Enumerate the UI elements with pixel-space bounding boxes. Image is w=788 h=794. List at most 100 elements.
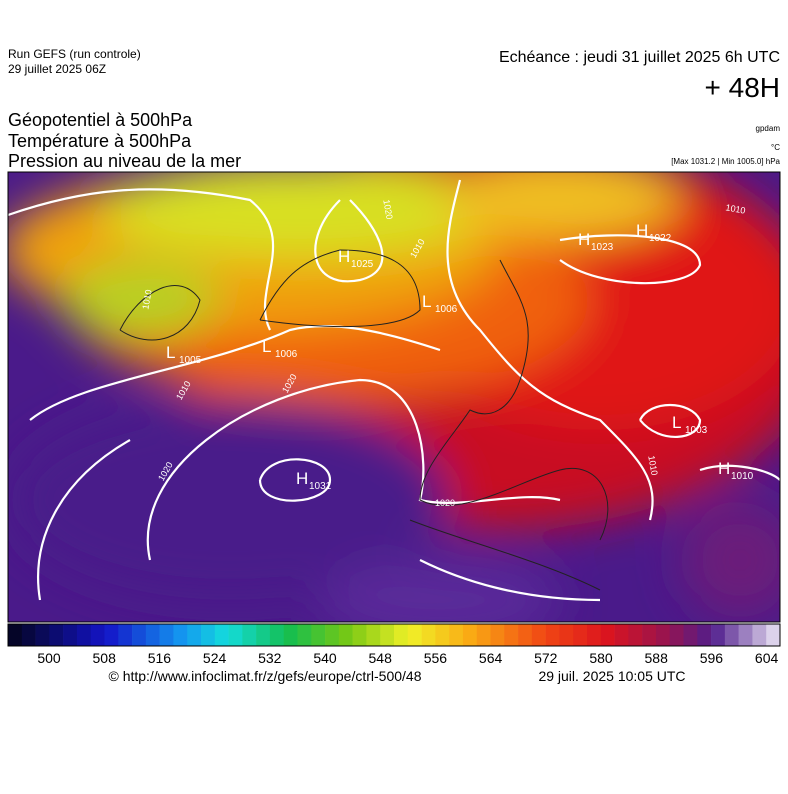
center-value: 1010: [731, 471, 754, 482]
colorbar-label: 556: [424, 650, 448, 666]
center-letter: L: [672, 413, 681, 432]
colorbar-swatch: [380, 624, 395, 646]
colorbar-swatch: [449, 624, 464, 646]
colorbar-swatch: [118, 624, 133, 646]
colorbar-swatch: [21, 624, 36, 646]
colorbar-label: 540: [313, 650, 337, 666]
colorbar-swatch: [269, 624, 285, 646]
run-date: 29 juillet 2025 06Z: [8, 62, 106, 76]
colorbar-swatch: [683, 624, 698, 646]
isobar-label: 1010: [646, 455, 659, 476]
colorbar-swatch: [655, 624, 671, 646]
colorbar-label: 572: [534, 650, 558, 666]
colorbar-swatch: [338, 624, 353, 646]
center-value: 1022: [649, 233, 672, 244]
colorbar-swatch: [752, 624, 767, 646]
colorbar-label: 524: [203, 650, 227, 666]
colorbar-swatch: [8, 624, 23, 646]
colorbar-frame: [7, 623, 781, 647]
colorbar-swatch: [573, 624, 588, 646]
colorbar-swatch: [600, 624, 615, 646]
center-letter: H: [578, 230, 590, 249]
map-frame: [7, 171, 781, 623]
colorbar-label: 596: [700, 650, 724, 666]
colorbar-label: 580: [589, 650, 613, 666]
colorbar-swatch: [63, 624, 78, 646]
colorbar-swatch: [256, 624, 271, 646]
colorbar-label: 548: [369, 650, 393, 666]
colorbar-swatch: [531, 624, 546, 646]
colorbar-swatch: [545, 624, 560, 646]
colorbar-swatch: [297, 624, 312, 646]
center-value: 1025: [351, 259, 374, 270]
unit: °C: [771, 143, 780, 152]
coastlines: [119, 249, 609, 591]
unit: gpdam: [756, 124, 781, 133]
temperature-field: [8, 172, 780, 622]
colorbar-swatch: [669, 624, 684, 646]
map: [8, 172, 780, 622]
legend-line: Température à 500hPa: [8, 131, 192, 151]
colorbar-label: 500: [37, 650, 61, 666]
center-letter: H: [718, 459, 730, 478]
colorbar-swatch: [476, 624, 491, 646]
colorbar-swatch: [201, 624, 216, 646]
colorbar-swatch: [352, 624, 367, 646]
center-value: 1023: [591, 242, 614, 253]
colorbar-label: 564: [479, 650, 503, 666]
isobar-label: 1010: [140, 289, 153, 310]
colorbar-swatch: [145, 624, 160, 646]
colorbar-swatch: [518, 624, 533, 646]
isobars: [8, 179, 780, 602]
colorbar-swatch: [394, 624, 409, 646]
colorbar-label: 604: [755, 650, 779, 666]
colorbar-swatch: [325, 624, 340, 646]
lead-time: + 48H: [705, 72, 781, 103]
source: © http://www.infoclimat.fr/z/gefs/europe…: [108, 668, 421, 684]
colorbar-swatch: [504, 624, 519, 646]
colorbar-swatch: [187, 624, 202, 646]
isobar-label: 1010: [725, 202, 746, 215]
colorbar-swatch: [614, 624, 629, 646]
colorbar-swatch: [642, 624, 657, 646]
colorbar-swatch: [76, 624, 92, 646]
colorbar-label: 588: [645, 650, 669, 666]
center-letter: L: [166, 343, 175, 362]
colorbar: 500 508 516 524 532 540 548 556 564 572 580 588 596 6…: [7, 623, 781, 666]
colorbar-swatch: [159, 624, 174, 646]
colorbar-swatch: [628, 624, 643, 646]
run: Run GEFS (run controle): [8, 47, 141, 61]
colorbar-swatch: [490, 624, 505, 646]
colorbar-swatch: [766, 624, 781, 646]
colorbar-swatch: [462, 624, 478, 646]
colorbar-swatch: [559, 624, 574, 646]
colorbar-swatch: [421, 624, 436, 646]
center-value: 1005: [179, 355, 202, 366]
colorbar-swatch: [311, 624, 326, 646]
colorbar-swatch: [711, 624, 726, 646]
colorbar-swatch: [49, 624, 64, 646]
center-value: 1006: [275, 349, 298, 360]
center-letter: H: [296, 469, 308, 488]
colorbar-swatch: [724, 624, 739, 646]
colorbar-swatch: [738, 624, 753, 646]
generated: 29 juil. 2025 10:05 UTC: [538, 668, 685, 684]
center-letter: H: [338, 247, 350, 266]
legend-line: Géopotentiel à 500hPa: [8, 110, 193, 130]
colorbar-swatch: [132, 624, 147, 646]
colorbar-swatch: [587, 624, 602, 646]
isobar-label: 1020: [381, 199, 394, 220]
center-value: 1003: [685, 425, 708, 436]
colorbar-swatch: [35, 624, 50, 646]
colorbar-swatch: [697, 624, 712, 646]
center-letter: L: [262, 337, 271, 356]
colorbar-swatch: [228, 624, 243, 646]
echeance: Echéance : jeudi 31 juillet 2025 6h UTC: [499, 49, 780, 66]
colorbar-swatch: [104, 624, 119, 646]
center-letter: L: [422, 292, 431, 311]
legend-line: Pression au niveau de la mer: [8, 151, 241, 171]
colorbar-swatch: [90, 624, 105, 646]
center-value: 1006: [435, 304, 458, 315]
colorbar-swatch: [242, 624, 257, 646]
colorbar-swatch: [283, 624, 298, 646]
